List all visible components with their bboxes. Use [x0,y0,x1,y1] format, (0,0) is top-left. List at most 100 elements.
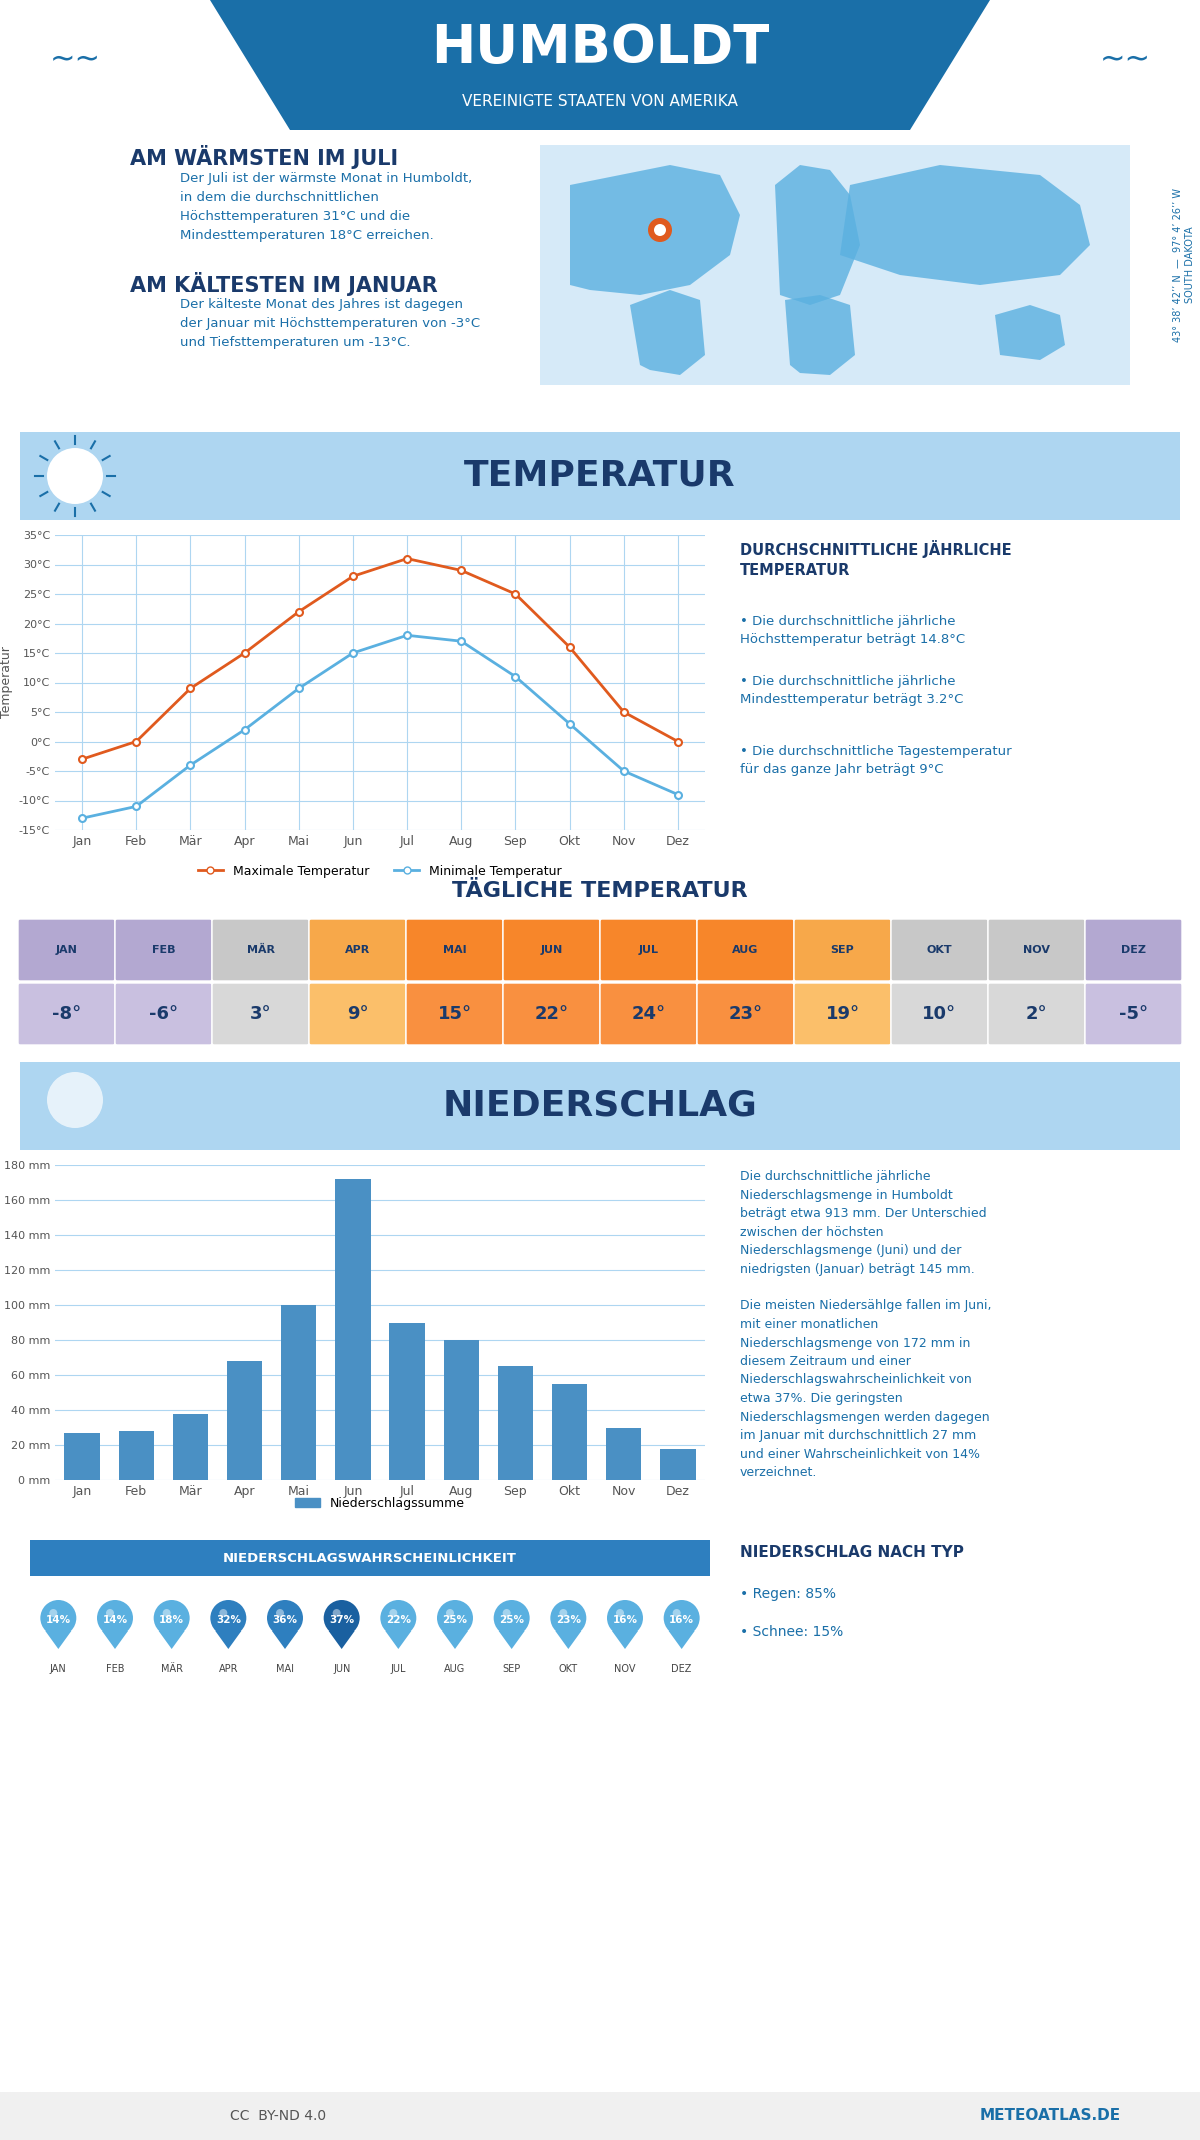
Text: NOV: NOV [614,1665,636,1673]
Text: 15°: 15° [438,1006,472,1023]
Polygon shape [785,295,854,374]
FancyBboxPatch shape [310,982,406,1044]
FancyBboxPatch shape [697,918,794,980]
FancyBboxPatch shape [538,141,1133,387]
Circle shape [389,1609,397,1618]
Text: • Schnee: 15%: • Schnee: 15% [740,1624,844,1639]
Circle shape [648,218,672,242]
FancyBboxPatch shape [600,982,697,1044]
Text: MAI: MAI [443,946,467,954]
Text: 25%: 25% [499,1616,524,1624]
Text: 43° 38’ 42’’ N  —  97° 4’ 26’’ W: 43° 38’ 42’’ N — 97° 4’ 26’’ W [1174,188,1183,342]
Text: JUL: JUL [390,1665,406,1673]
Text: 19°: 19° [826,1006,859,1023]
Legend: Maximale Temperatur, Minimale Temperatur: Maximale Temperatur, Minimale Temperatur [193,860,568,882]
Bar [498,1365,533,1481]
FancyBboxPatch shape [0,2093,1200,2140]
Circle shape [163,1609,170,1618]
Polygon shape [668,1631,695,1650]
Circle shape [332,1609,341,1618]
Text: 23°: 23° [728,1006,762,1023]
Text: 16%: 16% [612,1616,637,1624]
FancyBboxPatch shape [890,982,988,1044]
Text: TÄGLICHE TEMPERATUR: TÄGLICHE TEMPERATUR [452,882,748,901]
Text: 22°: 22° [534,1006,569,1023]
Circle shape [276,1609,284,1618]
Text: JUL: JUL [638,946,659,954]
Circle shape [673,1609,680,1618]
Text: TEMPERATUR: TEMPERATUR [464,458,736,492]
Text: 25%: 25% [443,1616,468,1624]
FancyBboxPatch shape [697,982,794,1044]
Circle shape [607,1601,643,1635]
Circle shape [47,1072,103,1128]
Circle shape [380,1601,416,1635]
FancyBboxPatch shape [212,982,310,1044]
Text: CC  BY-ND 4.0: CC BY-ND 4.0 [230,2110,326,2123]
Bar [227,1361,262,1481]
Circle shape [220,1609,227,1618]
FancyBboxPatch shape [503,918,600,980]
Text: SEP: SEP [503,1665,521,1673]
Text: 23%: 23% [556,1616,581,1624]
FancyBboxPatch shape [406,918,503,980]
Bar [173,1415,208,1481]
FancyBboxPatch shape [503,982,600,1044]
Text: APR: APR [344,946,370,954]
Text: 10°: 10° [923,1006,956,1023]
Text: ∼∼: ∼∼ [1099,45,1151,75]
Text: FEB: FEB [106,1665,125,1673]
FancyBboxPatch shape [988,982,1085,1044]
Bar [119,1432,154,1481]
Text: DEZ: DEZ [1121,946,1146,954]
FancyBboxPatch shape [115,918,212,980]
FancyBboxPatch shape [10,422,1190,531]
Text: ∼∼: ∼∼ [49,45,101,75]
Text: APR: APR [218,1665,238,1673]
Text: SEP: SEP [830,946,854,954]
Polygon shape [272,1631,298,1650]
Y-axis label: Temperatur: Temperatur [0,646,13,719]
Text: 2°: 2° [1026,1006,1048,1023]
Polygon shape [612,1631,638,1650]
Polygon shape [570,165,740,295]
Text: Der kälteste Monat des Jahres ist dagegen
der Januar mit Höchsttemperaturen von : Der kälteste Monat des Jahres ist dagege… [180,297,480,349]
Polygon shape [158,1631,185,1650]
Bar [281,1305,317,1481]
Text: 9°: 9° [347,1006,368,1023]
Text: SOUTH DAKOTA: SOUTH DAKOTA [1186,227,1195,304]
Circle shape [446,1609,454,1618]
Bar [444,1340,479,1481]
FancyBboxPatch shape [406,982,503,1044]
Bar [660,1449,696,1481]
Circle shape [616,1609,624,1618]
FancyBboxPatch shape [28,1537,713,1579]
FancyBboxPatch shape [18,918,115,980]
Polygon shape [630,291,706,374]
Text: -5°: -5° [1118,1006,1148,1023]
FancyBboxPatch shape [310,918,406,980]
Text: NIEDERSCHLAG NACH TYP: NIEDERSCHLAG NACH TYP [740,1545,964,1560]
Circle shape [664,1601,700,1635]
Text: OKT: OKT [559,1665,578,1673]
Polygon shape [329,1631,355,1650]
Polygon shape [385,1631,412,1650]
Text: • Die durchschnittliche Tagestemperatur
für das ganze Jahr beträgt 9°C: • Die durchschnittliche Tagestemperatur … [740,745,1012,777]
Text: HUMBOLDT: HUMBOLDT [431,21,769,75]
FancyBboxPatch shape [794,918,890,980]
Polygon shape [442,1631,468,1650]
Circle shape [551,1601,587,1635]
FancyBboxPatch shape [115,982,212,1044]
Polygon shape [46,1631,71,1650]
Text: 22%: 22% [386,1616,410,1624]
Text: AUG: AUG [444,1665,466,1673]
Text: 24°: 24° [631,1006,666,1023]
FancyBboxPatch shape [1085,982,1182,1044]
Text: 16%: 16% [670,1616,694,1624]
Text: METEOATLAS.DE: METEOATLAS.DE [980,2108,1121,2123]
Circle shape [493,1601,529,1635]
FancyBboxPatch shape [212,918,310,980]
Text: • Die durchschnittliche jährliche
Höchsttemperatur beträgt 14.8°C: • Die durchschnittliche jährliche Höchst… [740,614,965,646]
Bar [606,1427,641,1481]
FancyBboxPatch shape [10,1053,1190,1160]
